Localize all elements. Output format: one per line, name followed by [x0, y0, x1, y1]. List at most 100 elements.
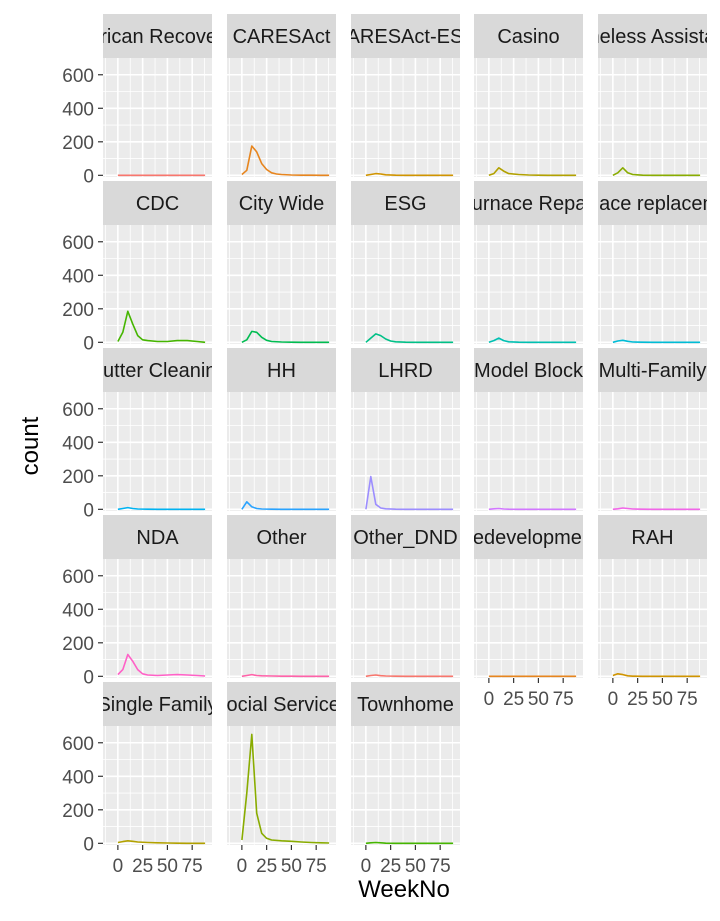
facet-panel: Furnace Repair: [474, 181, 583, 344]
facet-panel: Multi-Family: [598, 348, 707, 511]
facet-background: [351, 726, 460, 845]
facet-strip-label: CARESAct: [233, 26, 331, 48]
series-line: [365, 475, 454, 511]
series-line: [117, 839, 206, 845]
series-line: [365, 333, 454, 344]
facet-background: [103, 559, 212, 678]
series-line: [488, 167, 577, 177]
facet-strip: [351, 682, 460, 726]
facet-strip: [474, 348, 583, 392]
facet-strip-label: Townhome: [357, 694, 454, 716]
series-line: [241, 673, 330, 678]
x-tick-label: 50: [405, 856, 426, 877]
facet-strip-label: CDC: [136, 193, 179, 215]
y-tick-label: 400: [62, 600, 94, 621]
facet-strip: [351, 348, 460, 392]
series-line: [117, 506, 206, 511]
facet-panel: Furnace replacement: [598, 181, 707, 344]
facet-strip: [598, 348, 707, 392]
x-tick-label: 50: [652, 689, 673, 710]
facet-strip-label: ESG: [384, 193, 426, 215]
y-tick-label: 0: [83, 500, 94, 521]
facet-strip-label: Social Services: [213, 694, 350, 716]
facet-strip: [103, 14, 212, 58]
series-line: [365, 674, 454, 678]
facet-strip-label: Redevelopment: [458, 527, 599, 549]
facet-panel: African Recovery 0 200 400 600: [62, 14, 233, 187]
y-tick-label: 0: [83, 667, 94, 688]
facet-strip: [474, 181, 583, 225]
y-tick-label: 400: [62, 266, 94, 287]
y-tick-label: 200: [62, 467, 94, 488]
y-tick-label: 200: [62, 300, 94, 321]
y-axis-title: count: [17, 416, 44, 475]
facet-panel: NDA 0 200 400 600: [62, 515, 212, 688]
facet-panel: Single Family 0 200 400 600 0 25 50 75: [62, 682, 217, 877]
y-tick-label: 0: [83, 333, 94, 354]
facet-strip-label: Model Block: [474, 360, 584, 382]
x-tick-label: 25: [627, 689, 648, 710]
y-tick-label: 600: [62, 567, 94, 588]
x-tick-label: 75: [553, 689, 574, 710]
facet-strip-label: HH: [267, 360, 296, 382]
facet-panel: Redevelopment 0 25 50 75: [458, 515, 599, 710]
x-tick-label: 50: [528, 689, 549, 710]
series-line: [365, 841, 454, 845]
facet-panel: HH: [227, 348, 336, 511]
facet-background: [103, 726, 212, 845]
facet-background: [227, 225, 336, 344]
series-line: [241, 500, 330, 511]
facet-strip: [227, 348, 336, 392]
facet-background: [474, 559, 583, 678]
facet-strip: [598, 515, 707, 559]
x-tick-label: 0: [113, 856, 124, 877]
series-line: [241, 145, 330, 177]
facet-background: [598, 58, 707, 177]
series-line: [241, 330, 330, 344]
facet-panel: Other: [227, 515, 336, 678]
facet-strip: [103, 348, 212, 392]
facet-background: [351, 392, 460, 511]
y-tick-label: 200: [62, 801, 94, 822]
facet-panel: City Wide: [227, 181, 336, 344]
x-tick-label: 75: [182, 856, 203, 877]
facet-strip-label: Single Family: [97, 694, 217, 716]
facet-background: [598, 225, 707, 344]
y-tick-label: 600: [62, 734, 94, 755]
facet-background: [474, 225, 583, 344]
y-tick-label: 400: [62, 767, 94, 788]
y-tick-label: 600: [62, 400, 94, 421]
series-line: [612, 507, 701, 511]
y-tick-label: 200: [62, 133, 94, 154]
facet-strip: [103, 181, 212, 225]
series-line: [612, 339, 701, 344]
facet-panel: Social Services 0 25 50 75: [213, 682, 350, 877]
series-line: [365, 172, 454, 177]
facet-panel: ESG: [351, 181, 460, 344]
facet-panel: Other_DND: [351, 515, 460, 678]
facet-strip: [227, 181, 336, 225]
y-tick-label: 600: [62, 233, 94, 254]
facet-panel: LHRD: [351, 348, 460, 511]
series-line: [117, 653, 206, 677]
facet-strip-label: Other_DND: [353, 527, 457, 549]
facet-background: [103, 58, 212, 177]
series-line: [488, 507, 577, 511]
x-tick-label: 0: [237, 856, 248, 877]
facet-panel: CDC 0 200 400 600: [62, 181, 212, 354]
x-tick-label: 50: [281, 856, 302, 877]
facet-strip: [598, 14, 707, 58]
facet-strip-label: African Recovery: [81, 26, 233, 48]
x-tick-label: 25: [256, 856, 277, 877]
facet-background: [474, 58, 583, 177]
facet-background: [474, 392, 583, 511]
facet-strip-label: Gutter Cleaning: [87, 360, 227, 382]
facet-background: [103, 392, 212, 511]
series-line: [117, 310, 206, 344]
facet-strip: [227, 682, 336, 726]
facet-background: [227, 58, 336, 177]
y-tick-label: 400: [62, 99, 94, 120]
facet-panel: RAH 0 25 50 75: [598, 515, 707, 710]
x-axis-title: WeekNo: [358, 876, 450, 903]
facet-strip-label: RAH: [631, 527, 673, 549]
